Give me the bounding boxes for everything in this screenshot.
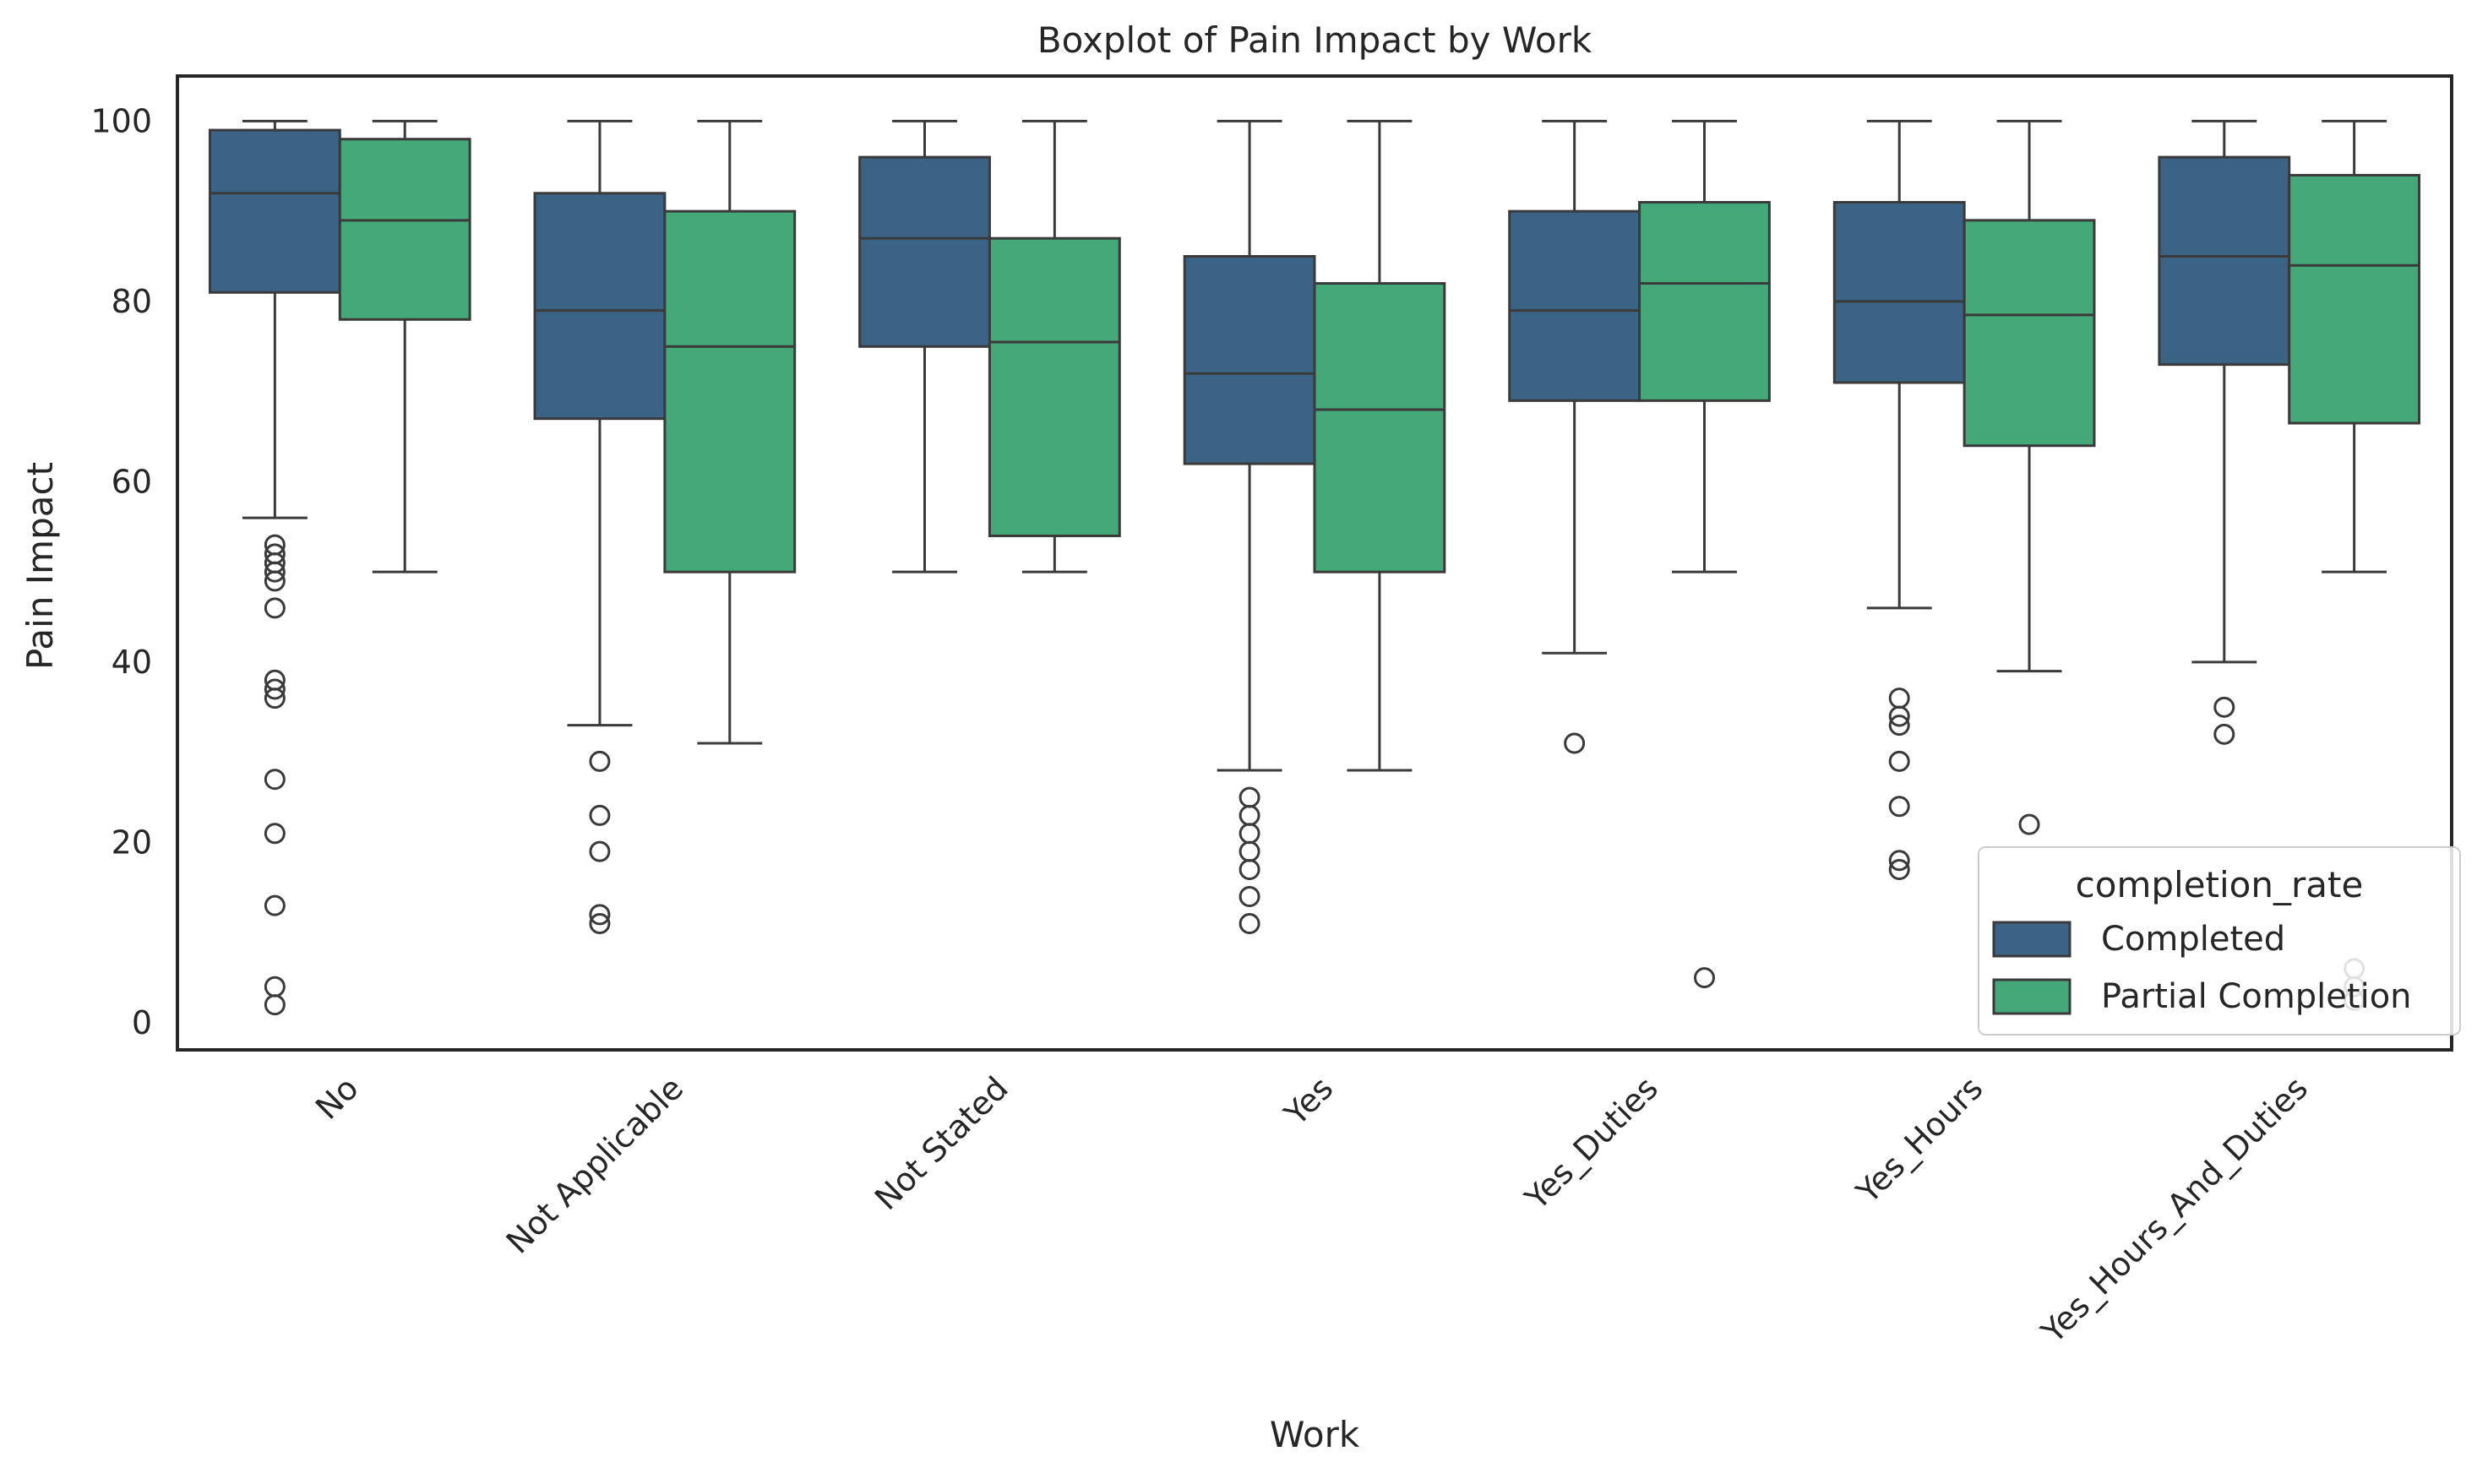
outlier-point (2213, 723, 2235, 745)
x-tick-label: Yes_Hours_And_Duties (2033, 1069, 2315, 1351)
outlier-point (1238, 886, 1260, 908)
outlier-point (264, 597, 286, 619)
iqr-box (1832, 200, 1966, 384)
outlier-point (264, 894, 286, 916)
outlier-point (264, 678, 286, 700)
outlier-point (1693, 967, 1715, 989)
outlier-point (264, 688, 286, 709)
iqr-box (1508, 209, 1641, 402)
outlier-point (1888, 705, 1910, 727)
x-tick-label: Yes_Duties (1517, 1069, 1665, 1217)
y-tick-label: 100 (90, 102, 152, 139)
box-partial-completion-no (338, 119, 471, 573)
box-completed-yes-duties (1508, 119, 1641, 754)
box-completed-no (208, 119, 341, 1016)
iqr-box (858, 155, 991, 348)
outlier-point (1888, 688, 1910, 709)
legend-label: Partial Completion (2101, 977, 2412, 1016)
iqr-box (988, 236, 1121, 537)
legend: completion_rate Completed Partial Complet… (1978, 846, 2461, 1036)
y-tick-label: 40 (112, 644, 152, 681)
outlier-point (1888, 750, 1910, 772)
iqr-box (338, 138, 471, 321)
box-completed-not-applicable (533, 119, 667, 935)
outlier-point (589, 804, 611, 826)
outlier-point (589, 913, 611, 935)
outlier-point (1564, 732, 1586, 754)
outlier-point (589, 904, 611, 926)
y-axis-title: Pain Impact (19, 462, 61, 670)
legend-label: Completed (2101, 920, 2285, 959)
box-completed-not-stated (858, 119, 991, 573)
box-completed-yes-hours-and-duties (2158, 119, 2291, 745)
box-partial-completion-not-applicable (663, 119, 797, 745)
box-completed-yes (1183, 119, 1316, 935)
legend-frame (1978, 846, 2461, 1036)
outlier-point (1238, 858, 1260, 880)
legend-swatch (1992, 978, 2071, 1015)
plot-marks (208, 119, 2421, 1016)
iqr-box (208, 128, 341, 294)
iqr-box (533, 192, 667, 421)
outlier-point (1888, 858, 1910, 880)
box-partial-completion-yes-duties (1638, 119, 1771, 989)
x-axis: No Not Applicable Not Stated Yes Yes_Duties Y… (308, 1069, 2315, 1351)
x-tick-label: Not Applicable (499, 1069, 690, 1260)
outlier-point (1888, 796, 1910, 818)
outlier-point (264, 823, 286, 845)
outlier-point (264, 769, 286, 791)
legend-item: Completed (1992, 920, 2285, 959)
outlier-point (1888, 715, 1910, 737)
outlier-point (264, 570, 286, 592)
iqr-box (1638, 200, 1771, 402)
outlier-point (264, 976, 286, 997)
box-partial-completion-not-stated (988, 119, 1121, 573)
x-tick-label: No (308, 1069, 366, 1127)
outlier-point (2213, 696, 2235, 718)
outlier-point (1888, 850, 1910, 872)
outlier-point (1238, 804, 1260, 826)
outlier-point (264, 561, 286, 583)
y-tick-label: 20 (112, 824, 152, 861)
box-partial-completion-yes (1313, 119, 1446, 772)
outlier-point (2018, 813, 2040, 835)
chart-title: Boxplot of Pain Impact by Work (1037, 19, 1592, 61)
outlier-point (1238, 913, 1260, 935)
outlier-point (589, 840, 611, 862)
outlier-point (1238, 786, 1260, 808)
outlier-point (264, 994, 286, 1016)
legend-item: Partial Completion (1992, 977, 2412, 1016)
x-tick-label: Yes_Hours (1848, 1069, 1990, 1210)
legend-title: completion_rate (2076, 864, 2364, 905)
plot-frame (176, 74, 2453, 1052)
box-partial-completion-yes-hours-and-duties (2288, 119, 2421, 1011)
iqr-box (1183, 255, 1316, 465)
legend-items: Completed Partial Completion (1992, 920, 2412, 1016)
y-axis: 0 20 40 60 80 100 (90, 102, 152, 1041)
outlier-point (1238, 823, 1260, 845)
x-axis-title: Work (1270, 1414, 1360, 1455)
iqr-box (2288, 173, 2421, 425)
iqr-box (1313, 282, 1446, 573)
y-tick-label: 80 (112, 283, 152, 320)
outlier-point (589, 750, 611, 772)
outlier-point (1238, 840, 1260, 862)
y-tick-label: 60 (112, 463, 152, 500)
iqr-box (2158, 155, 2291, 367)
x-tick-label: Yes (1277, 1069, 1340, 1133)
y-tick-label: 0 (132, 1004, 152, 1041)
box-completed-yes-hours (1832, 119, 1966, 880)
x-tick-label: Not Stated (868, 1069, 1015, 1217)
iqr-box (1963, 219, 2096, 448)
iqr-box (663, 209, 797, 573)
legend-swatch (1992, 921, 2071, 958)
box-partial-completion-yes-hours (1963, 119, 2096, 835)
